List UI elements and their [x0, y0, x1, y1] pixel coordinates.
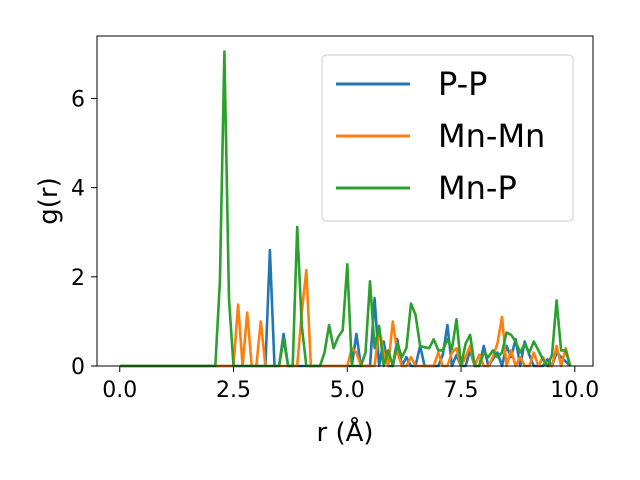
legend-box — [321, 54, 574, 222]
x-tick-label: 10.0 — [550, 378, 599, 403]
x-axis-label: r (Å) — [316, 416, 373, 448]
legend-label: Mn-P — [438, 169, 517, 207]
legend-label: Mn-Mn — [438, 117, 545, 155]
axes-ticks: 0.0 2.5 5.0 7.5 10.0 0 2 4 6 — [71, 87, 599, 403]
y-tick-label: 0 — [71, 355, 85, 380]
y-tick-label: 6 — [71, 87, 85, 112]
y-tick-label: 4 — [71, 177, 85, 202]
x-tick-label: 2.5 — [216, 378, 251, 403]
axes-frame — [96, 35, 594, 367]
x-tick-label: 0.0 — [102, 378, 137, 403]
legend-label: P-P — [438, 65, 487, 103]
legend: P-P Mn-Mn Mn-P — [321, 54, 574, 222]
x-tick-label: 5.0 — [330, 378, 365, 403]
y-tick-label: 2 — [71, 266, 85, 291]
y-axis-label: g(r) — [34, 177, 64, 224]
x-tick-label: 7.5 — [444, 378, 479, 403]
